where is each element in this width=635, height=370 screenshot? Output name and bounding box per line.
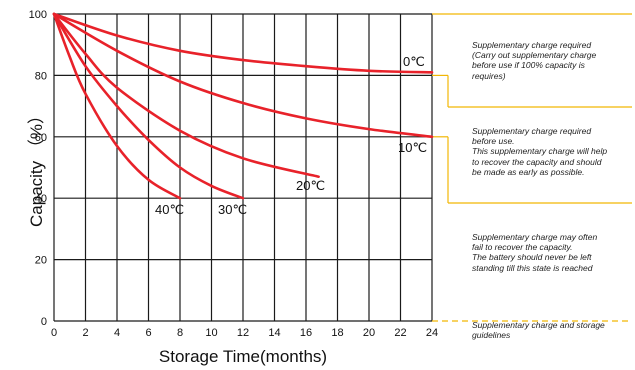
series-line-1 [52,12,434,139]
x-axis-title: Storage Time(months) [159,347,327,366]
series-line-2 [52,12,320,178]
y-tick-label: 0 [41,316,47,328]
series-line-0 [52,12,434,74]
guideline-brackets [432,13,632,322]
x-tick-label: 12 [237,327,249,339]
series-line-4 [52,12,182,200]
guideline-footer-text: Supplementary charge and storage guideli… [472,320,605,341]
x-tick-label: 16 [300,327,312,339]
series-label-20c: 20℃ [296,178,325,193]
series-label-10c: 10℃ [398,140,427,155]
series-label-30c: 30℃ [218,202,247,217]
y-tick-label: 60 [35,132,47,144]
guideline-zone-3-text: Supplementary charge may often fail to r… [472,232,598,273]
x-tick-label: 2 [82,327,88,339]
y-tick-label: 80 [35,70,47,82]
x-tick-label: 0 [51,327,57,339]
grid [53,13,433,322]
series-label-40c: 40℃ [155,202,184,217]
x-tick-label: 24 [426,327,438,339]
series-label-0c: 0℃ [403,54,425,69]
x-tick-label: 10 [205,327,217,339]
x-tick-label: 4 [114,327,120,339]
series-curves [52,12,434,200]
x-tick-label: 18 [331,327,343,339]
y-tick-label: 100 [29,9,47,21]
series-line-3 [52,12,245,200]
x-tick-label: 8 [177,327,183,339]
x-tick-label: 14 [268,327,280,339]
y-axis-title: Capacity （%） [27,107,46,227]
x-tick-label: 20 [363,327,375,339]
x-tick-label: 22 [394,327,406,339]
y-tick-label: 40 [35,193,47,205]
guideline-zone-2-text: Supplementary charge required before use… [472,126,608,177]
y-tick-label: 20 [35,255,47,267]
x-tick-labels: 0 2 4 6 8 10 12 14 16 18 20 22 24 [51,327,438,339]
x-tick-label: 6 [145,327,151,339]
guideline-zone-1-text: Supplementary charge required (Carry out… [472,40,597,81]
y-tick-labels: 0 20 40 60 80 100 [29,9,47,328]
